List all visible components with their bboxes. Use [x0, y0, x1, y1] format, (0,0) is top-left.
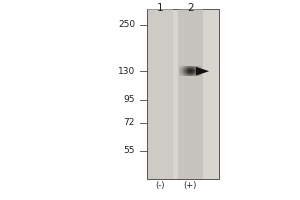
Text: 2: 2	[187, 3, 194, 13]
Text: (+): (+)	[184, 181, 197, 190]
Bar	[147, 9, 219, 179]
Bar	[178, 9, 203, 179]
Text: 130: 130	[118, 67, 135, 76]
Text: (-): (-)	[156, 181, 165, 190]
Text: 55: 55	[124, 146, 135, 155]
Text: 72: 72	[124, 118, 135, 127]
Text: 1: 1	[157, 3, 164, 13]
Bar	[148, 9, 173, 179]
Text: 250: 250	[118, 20, 135, 29]
Text: 95: 95	[124, 95, 135, 104]
Polygon shape	[196, 67, 209, 76]
